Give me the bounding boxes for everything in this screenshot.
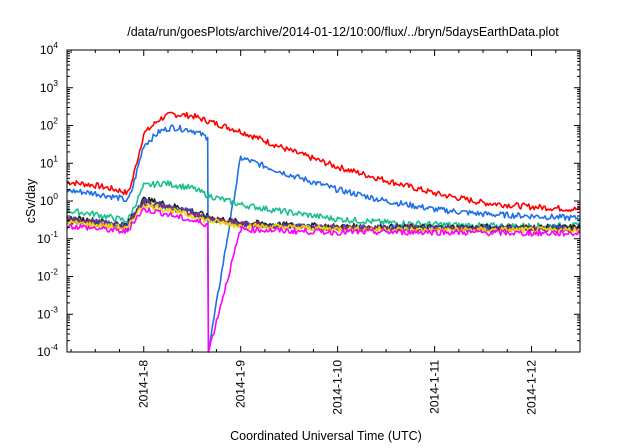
y-axis: 10-4 10-3 10-2 10-1 100 101 102 103 104	[37, 40, 580, 359]
series-line	[66, 180, 581, 230]
y-tick-label: 104	[40, 40, 58, 57]
x-tick-label: 2014-1-8	[137, 360, 151, 408]
x-axis: 2014-1-8 2014-1-9 2014-1-10 2014-1-11 2014-1…	[70, 50, 557, 415]
chart-title: /data/run/goesPlots/archive/2014-01-12/1…	[127, 25, 559, 39]
series-line	[66, 202, 581, 234]
x-axis-label: Coordinated Universal Time (UTC)	[230, 429, 422, 443]
y-tick-label: 103	[40, 78, 58, 95]
plot-area	[66, 111, 581, 353]
y-tick-label: 10-2	[37, 267, 58, 284]
x-tick-label: 2014-1-9	[234, 360, 248, 408]
x-tick-label: 2014-1-12	[525, 360, 539, 415]
x-tick-label: 2014-1-10	[331, 360, 345, 415]
y-tick-label: 100	[40, 191, 58, 208]
y-tick-label: 10-3	[37, 304, 58, 321]
y-tick-label: 10-4	[37, 342, 58, 359]
series-line	[66, 111, 581, 213]
y-tick-label: 10-1	[37, 229, 58, 246]
x-tick-label: 2014-1-11	[428, 360, 442, 414]
series-line	[66, 124, 581, 353]
y-tick-label: 102	[40, 116, 58, 133]
series-line	[66, 207, 581, 353]
y-tick-label: 101	[40, 153, 58, 170]
y-axis-label: cSv/day	[24, 178, 38, 223]
